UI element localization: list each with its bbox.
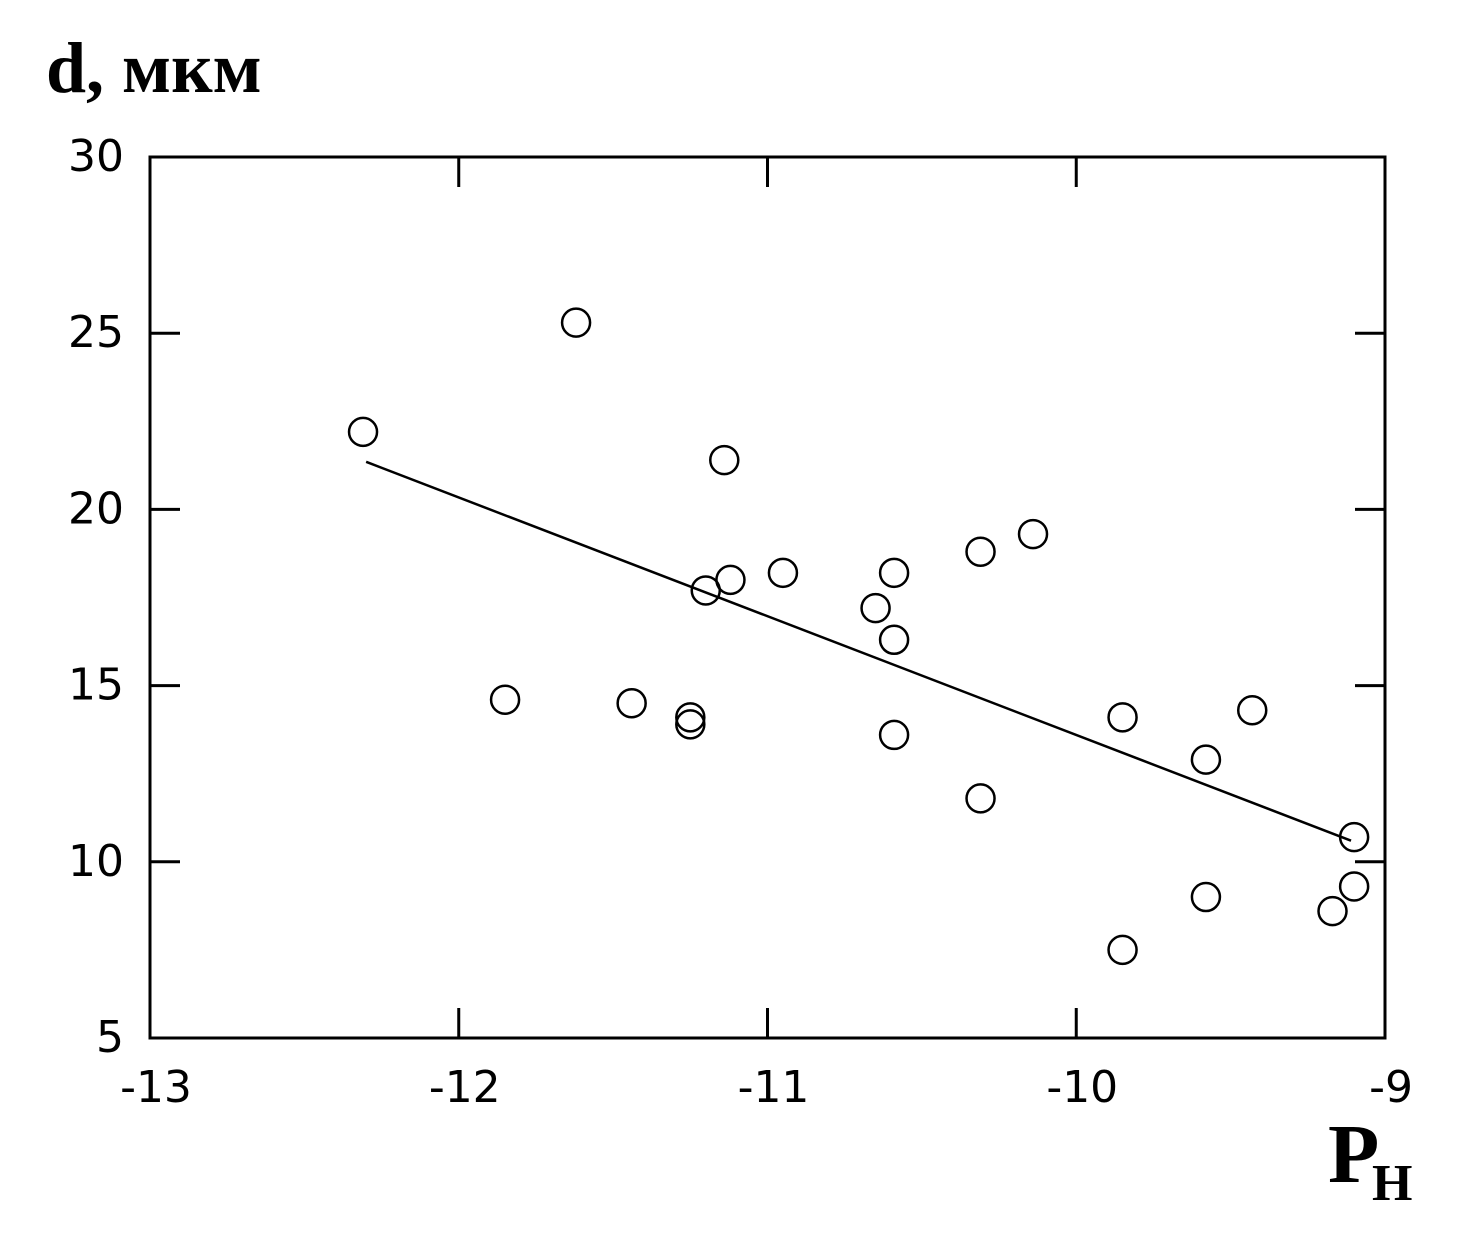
scatter-point — [965, 783, 996, 814]
scatter-point — [675, 702, 706, 733]
scatter-point — [675, 709, 706, 740]
plot-frame — [148, 155, 1387, 1040]
y-tick-label: 25 — [68, 307, 124, 358]
scatter-point — [715, 564, 746, 596]
scatter-point — [347, 416, 379, 448]
y-tick-label: 10 — [68, 836, 124, 887]
scatter-point — [878, 624, 910, 656]
scatter-point — [1107, 702, 1138, 733]
y-tick-label: 30 — [68, 131, 124, 182]
x-axis-label: P — [1328, 1108, 1379, 1201]
scatter-point — [1338, 871, 1370, 902]
scatter-point — [860, 592, 891, 624]
chart-title: d, мкм — [46, 28, 262, 108]
scatter-point — [560, 307, 592, 338]
scatter-point — [1338, 821, 1370, 853]
x-tick-label: -9 — [1369, 1062, 1413, 1113]
x-axis-label-subscript: Н — [1372, 1155, 1412, 1212]
scatter-point — [878, 557, 910, 589]
scatter-point — [1317, 895, 1348, 927]
scatter-point — [1190, 881, 1222, 913]
scatter-point — [709, 444, 740, 476]
scatter-point — [965, 536, 996, 567]
scatter-point — [1107, 934, 1138, 966]
y-tick-label: 15 — [68, 660, 124, 711]
y-tick-label: 20 — [68, 483, 124, 534]
x-tick-label: -13 — [120, 1062, 192, 1113]
fit-line — [365, 460, 1352, 842]
x-tick-label: -11 — [738, 1062, 810, 1113]
scatter-point — [878, 719, 910, 751]
y-tick-label: 5 — [96, 1012, 124, 1063]
scatter-point — [489, 684, 521, 715]
scatter-point — [1236, 695, 1268, 726]
scatter-point — [1017, 518, 1049, 550]
x-tick-label: -12 — [429, 1062, 501, 1113]
scatter-point — [1190, 744, 1222, 775]
scatter-point — [767, 557, 799, 589]
scatter-point — [616, 687, 647, 719]
x-tick-label: -10 — [1046, 1062, 1118, 1113]
